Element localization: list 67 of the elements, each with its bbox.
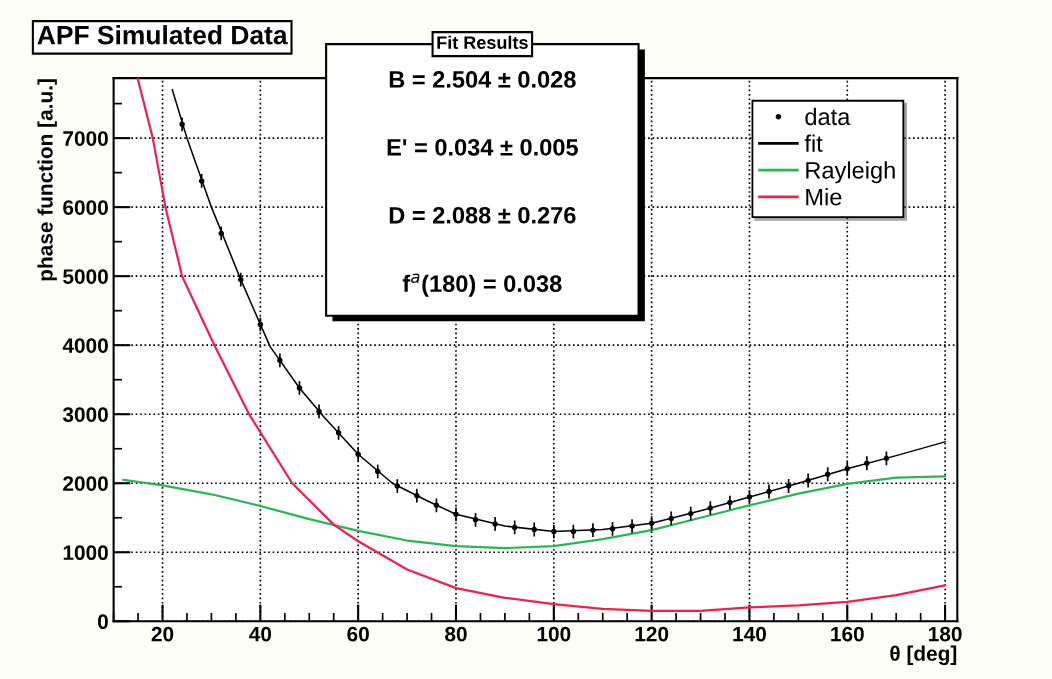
point (609, 526, 616, 532)
legend-label: Rayleigh (806, 161, 895, 184)
point (864, 460, 870, 467)
x-tick-label: 180 (929, 626, 962, 642)
x-tick-label: 20 (151, 626, 174, 642)
point (746, 494, 753, 500)
point (453, 511, 459, 518)
point (335, 430, 342, 436)
y-tick-label: 5000 (63, 269, 108, 284)
point (551, 528, 557, 535)
point (198, 178, 205, 184)
legend-label: Mie (806, 188, 842, 206)
x-tick-label: 80 (445, 626, 467, 642)
x-axis-title: θ [deg] (890, 645, 957, 666)
y-tick-label: 0 (97, 614, 108, 630)
y-tick-label: 2000 (63, 476, 108, 491)
annotation: f$^{a}$(180) = 0.038 (402, 273, 562, 297)
x-tick-label: 60 (347, 626, 369, 642)
point (590, 527, 596, 533)
point (296, 385, 303, 391)
y-tick-label: 6000 (63, 200, 108, 215)
point (883, 455, 890, 462)
point (707, 505, 714, 511)
legend-label: fit (804, 134, 823, 152)
annotation: E' = 0.034 ± 0.005 (387, 139, 578, 156)
point (785, 483, 792, 489)
point (766, 488, 772, 495)
y-tick-label: 7000 (63, 131, 108, 146)
y-axis-title: phase function [a.u.] (37, 79, 57, 281)
point (257, 321, 264, 328)
point (414, 492, 420, 499)
y-tick-label: 1000 (63, 545, 108, 561)
point (472, 517, 479, 523)
point (433, 502, 440, 509)
legend-label: data (805, 107, 851, 126)
point (492, 521, 498, 527)
point (629, 523, 635, 529)
point (844, 465, 851, 472)
text: Fit Results (437, 35, 528, 49)
y-tick-label: 3000 (62, 407, 108, 422)
line-series (122, 475, 947, 550)
point (668, 515, 674, 522)
point (238, 276, 244, 283)
annotation: D = 2.088 ± 0.276 (389, 206, 576, 224)
point (394, 483, 401, 489)
point (355, 451, 361, 458)
point (727, 499, 733, 506)
annotation: B = 2.504 ± 0.028 (389, 71, 576, 88)
point (179, 121, 185, 128)
point (687, 510, 694, 517)
point (824, 471, 831, 478)
point (316, 408, 322, 415)
chart-title: APF Simulated Data (37, 25, 288, 45)
point (511, 524, 518, 531)
x-tick-label: 160 (831, 626, 864, 642)
point (374, 468, 381, 475)
point (805, 477, 811, 484)
point (531, 526, 538, 533)
x-tick-label: 140 (733, 626, 766, 642)
point (277, 357, 283, 364)
x-tick-label: 40 (249, 626, 272, 642)
point (648, 520, 655, 527)
x-tick-label: 100 (537, 626, 571, 642)
x-tick-label: 120 (635, 626, 669, 642)
y-tick-label: 4000 (62, 338, 108, 353)
point (218, 230, 224, 237)
point (570, 528, 577, 535)
